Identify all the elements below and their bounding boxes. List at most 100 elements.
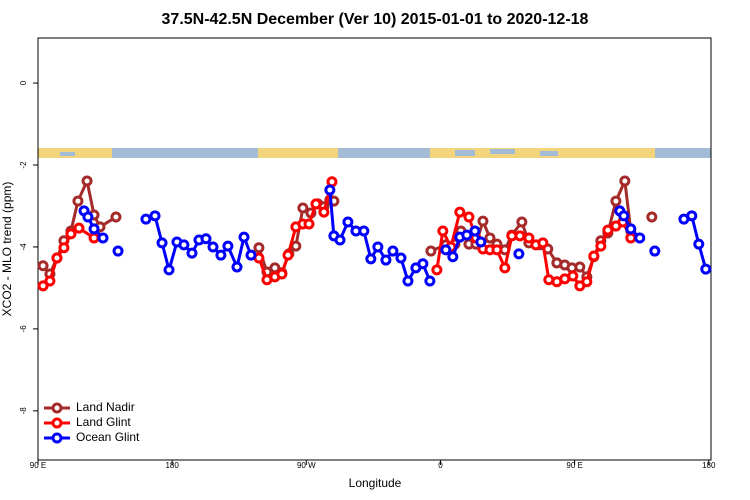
y-axis-label: XCO2 - MLO trend (ppm) — [0, 182, 14, 317]
point — [44, 275, 56, 287]
point — [88, 223, 100, 235]
plot-frame — [37, 37, 712, 461]
point — [303, 218, 315, 230]
point — [324, 184, 336, 196]
point — [581, 276, 593, 288]
point — [231, 261, 243, 273]
point — [513, 248, 525, 260]
map-strip — [38, 148, 711, 158]
point — [140, 213, 152, 225]
point — [463, 211, 475, 223]
point — [431, 264, 443, 276]
point — [646, 211, 658, 223]
chart-title: 37.5N-42.5N December (Ver 10) 2015-01-01… — [162, 11, 589, 28]
point — [602, 224, 614, 236]
point — [334, 234, 346, 246]
point — [574, 261, 586, 273]
point — [634, 232, 646, 244]
point — [595, 240, 607, 252]
point — [222, 240, 234, 252]
point — [499, 262, 511, 274]
point — [475, 236, 487, 248]
point — [461, 229, 473, 241]
point — [402, 275, 414, 287]
legend-label: Land Nadir — [76, 400, 135, 414]
point — [395, 252, 407, 264]
point — [469, 225, 481, 237]
point — [156, 237, 168, 249]
point — [276, 268, 288, 280]
point — [290, 240, 302, 252]
point — [686, 210, 698, 222]
point — [372, 241, 384, 253]
x-tick-label: 90 E — [30, 461, 46, 470]
point — [365, 253, 377, 265]
point — [342, 216, 354, 228]
legend-label: Ocean Glint — [76, 430, 140, 444]
point — [37, 280, 49, 292]
legend-label: Land Glint — [76, 415, 131, 429]
point — [514, 230, 526, 242]
point — [253, 242, 265, 254]
point — [447, 251, 459, 263]
x-axis-label: Longitude — [349, 476, 402, 490]
point — [282, 249, 294, 261]
point — [625, 223, 637, 235]
point — [437, 225, 449, 237]
y-tick-label: -8 — [19, 407, 28, 415]
point — [618, 210, 630, 222]
point — [297, 202, 309, 214]
point — [81, 175, 93, 187]
point — [318, 206, 330, 218]
point — [110, 211, 122, 223]
point — [425, 245, 437, 257]
point — [163, 264, 175, 276]
point — [477, 215, 489, 227]
point — [567, 270, 579, 282]
point — [358, 225, 370, 237]
x-tick-label: 90 E — [566, 461, 582, 470]
point — [610, 195, 622, 207]
point — [454, 206, 466, 218]
y-tick-label: -4 — [19, 243, 28, 251]
point — [537, 237, 549, 249]
x-tick-label: 180 — [702, 461, 716, 470]
point — [215, 249, 227, 261]
point — [649, 245, 661, 257]
point — [65, 228, 77, 240]
point — [523, 232, 535, 244]
point — [491, 244, 503, 256]
y-tick-label: -2 — [19, 161, 28, 169]
point — [178, 239, 190, 251]
legend-marker — [51, 402, 63, 414]
point — [112, 245, 124, 257]
point — [484, 232, 496, 244]
point — [88, 232, 100, 244]
legend-marker — [51, 432, 63, 444]
legend-marker — [51, 417, 63, 429]
point — [387, 245, 399, 257]
point — [417, 258, 429, 270]
point — [693, 238, 705, 250]
point — [625, 232, 637, 244]
point — [207, 241, 219, 253]
point — [310, 198, 322, 210]
point — [516, 216, 528, 228]
x-tick-label: 180 — [165, 461, 179, 470]
point — [72, 195, 84, 207]
y-tick-label: -6 — [19, 325, 28, 333]
point — [186, 247, 198, 259]
point — [37, 260, 49, 272]
y-tick-label: 0 — [19, 80, 28, 85]
point — [238, 231, 250, 243]
point — [424, 275, 436, 287]
point — [440, 244, 452, 256]
point — [82, 211, 94, 223]
point — [58, 242, 70, 254]
point — [200, 233, 212, 245]
point — [380, 254, 392, 266]
point — [588, 250, 600, 262]
point — [149, 210, 161, 222]
point — [73, 222, 85, 234]
